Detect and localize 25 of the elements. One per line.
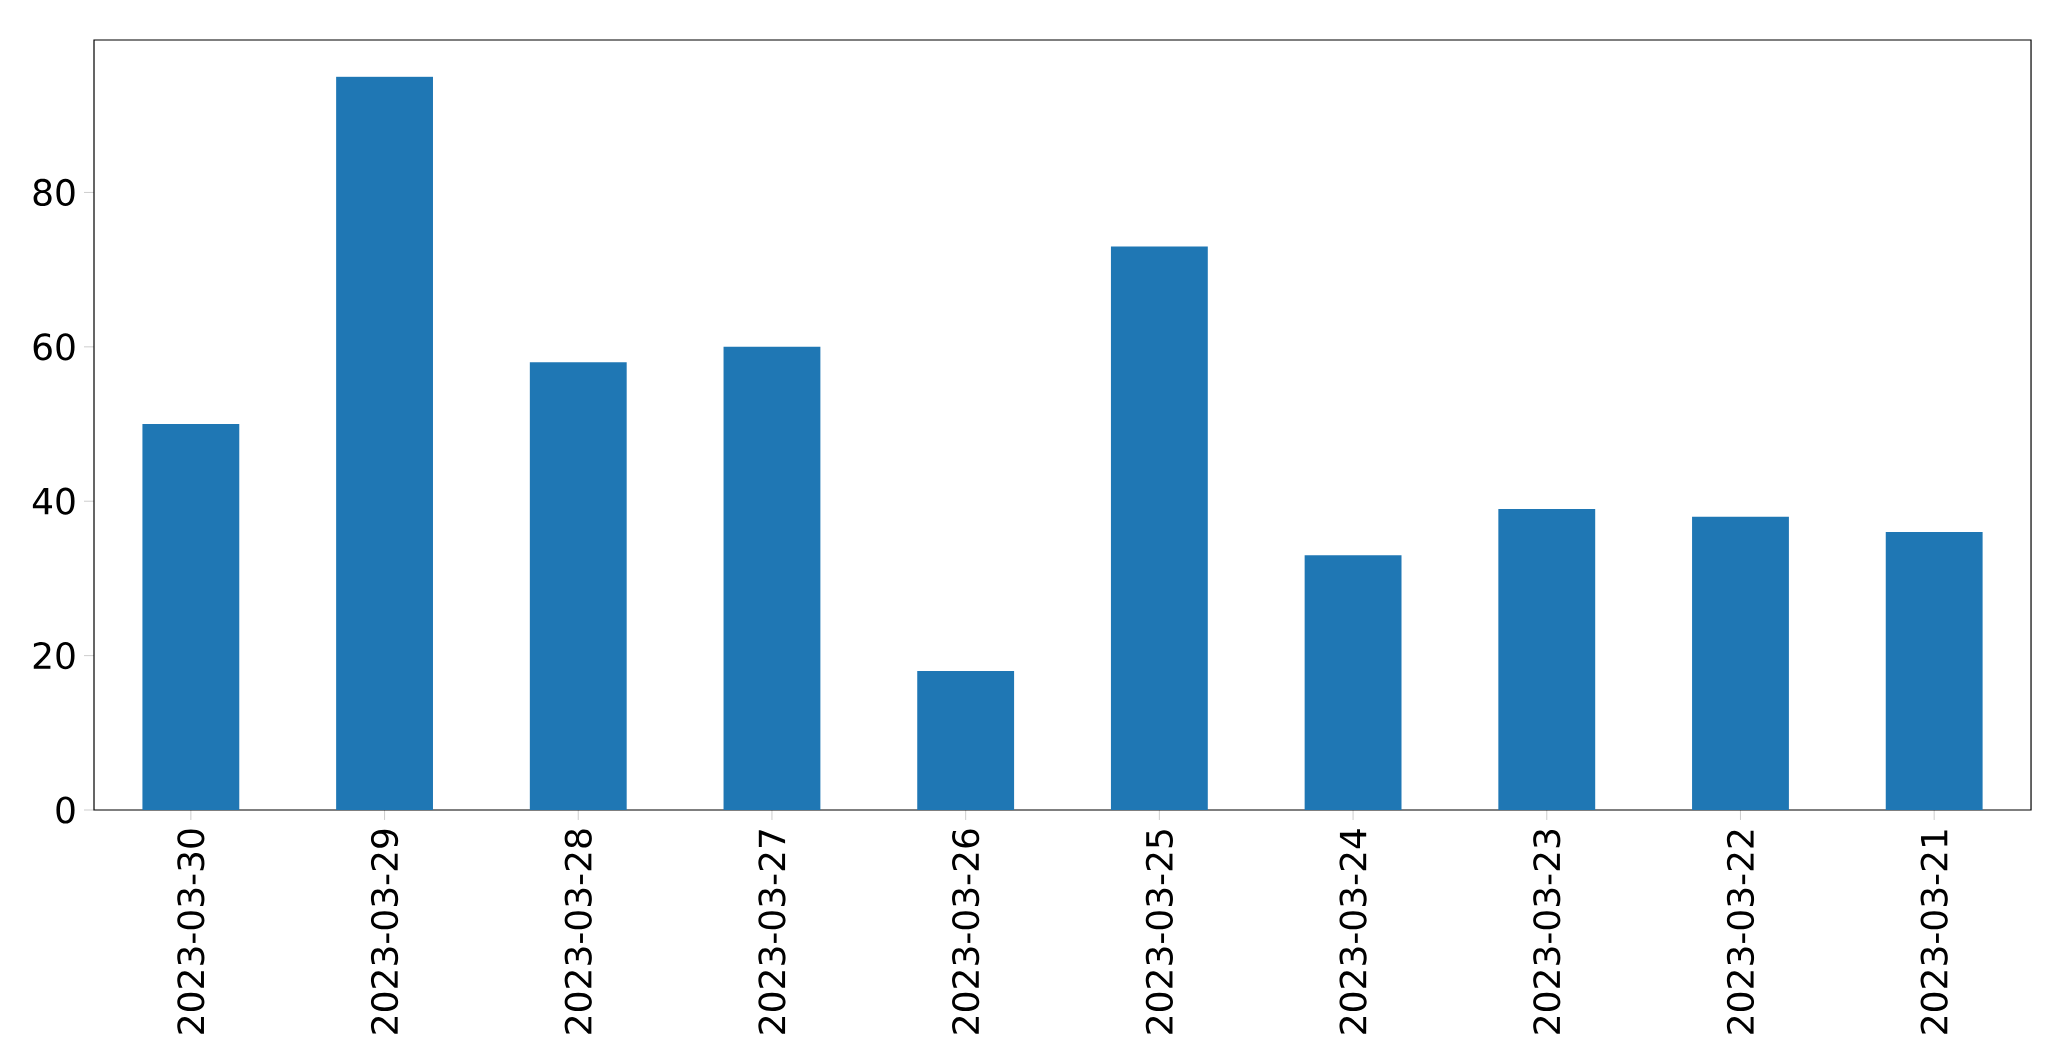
- x-tick-label: 2023-03-22: [1726, 830, 1755, 1034]
- bar: [1110, 246, 1208, 810]
- bar: [1304, 555, 1402, 810]
- x-tick-label: 2023-03-21: [1920, 830, 1948, 1034]
- bar: [529, 362, 627, 810]
- x-tick-label: 2023-03-30: [177, 829, 205, 1034]
- x-tick-label: 2023-03-27: [758, 830, 786, 1034]
- y-tick-label: 80: [33, 178, 75, 207]
- x-tick-label: 2023-03-25: [1145, 830, 1173, 1034]
- x-tick-label: 2023-03-23: [1533, 830, 1561, 1034]
- y-tick-label: 0: [56, 796, 75, 824]
- x-tick-label: 2023-03-28: [564, 829, 592, 1034]
- bar: [142, 424, 240, 810]
- bar: [723, 346, 821, 810]
- y-tick-label: 40: [32, 487, 75, 515]
- x-tick-label: 2023-03-24: [1339, 829, 1367, 1034]
- bar: [1692, 516, 1789, 810]
- x-tick-label: 2023-03-29: [370, 829, 399, 1034]
- bar: [336, 76, 433, 810]
- x-tick-label: 2023-03-26: [952, 829, 980, 1034]
- y-tick-label: 20: [33, 641, 75, 670]
- bar: [1885, 532, 1983, 810]
- bar: [1498, 508, 1596, 810]
- bar: [917, 671, 1015, 810]
- y-tick-label: 60: [33, 333, 75, 361]
